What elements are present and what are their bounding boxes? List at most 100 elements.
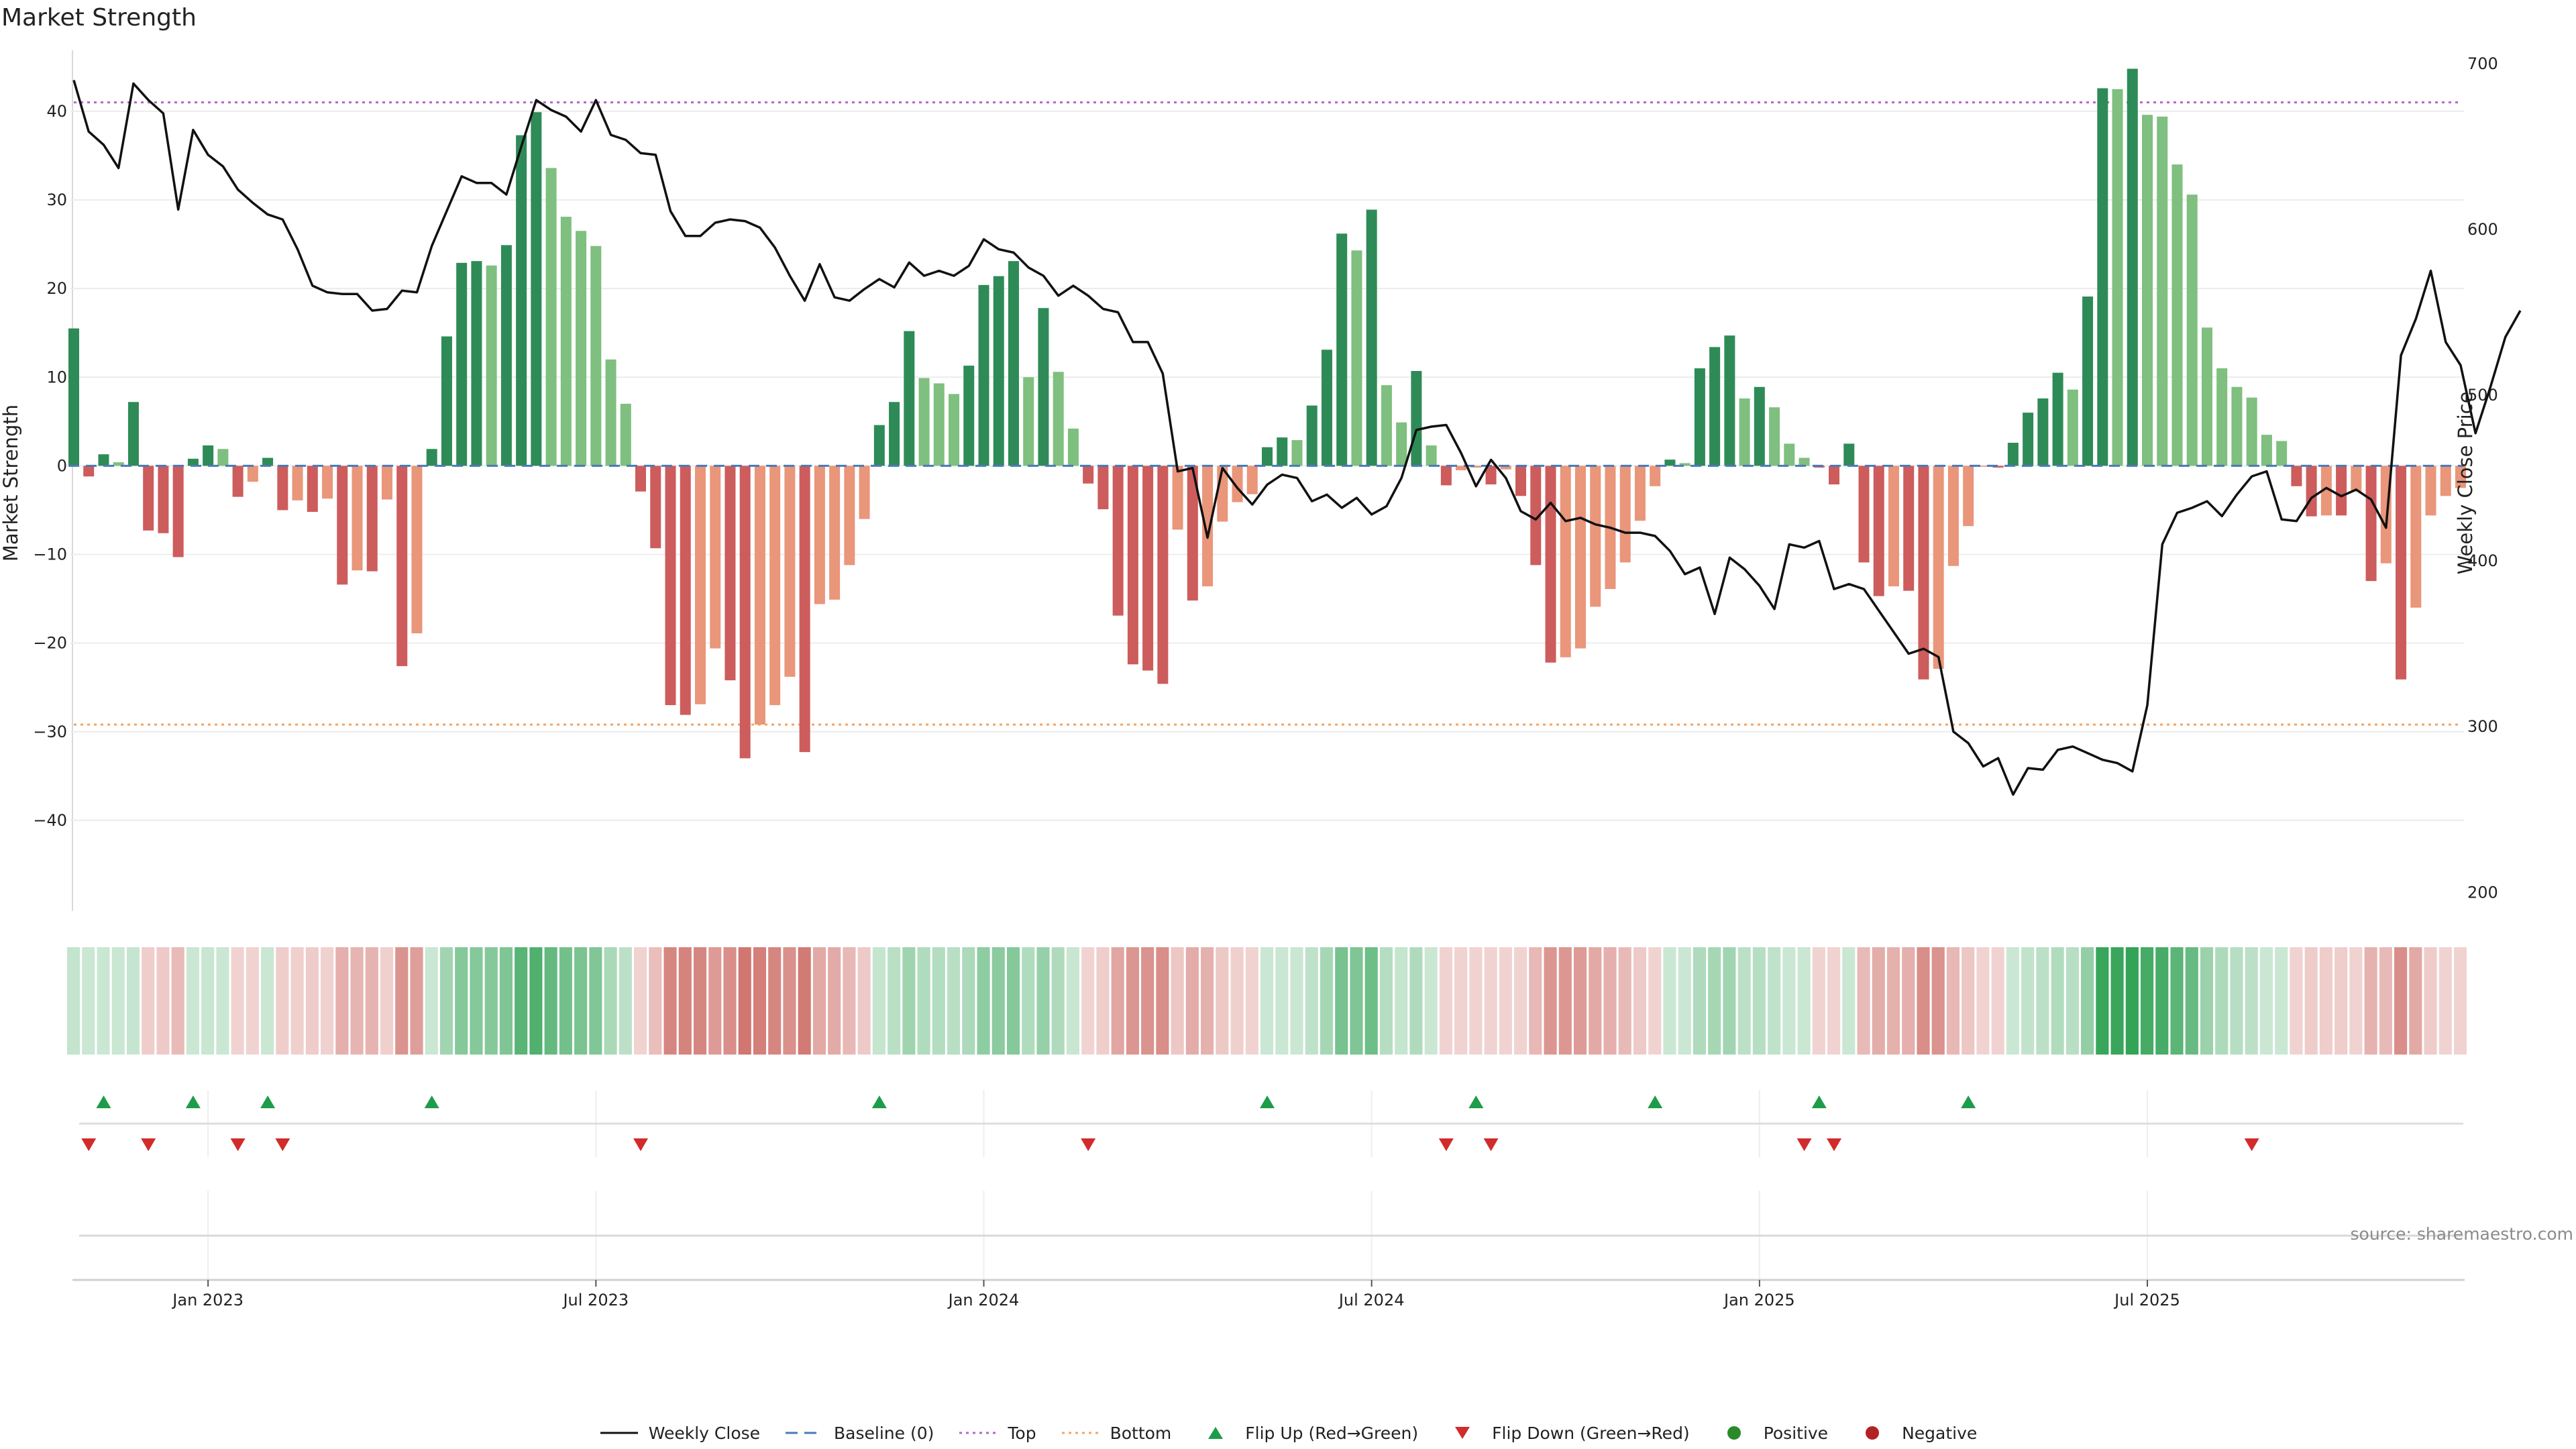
x-tick-label: Jan 2023 (171, 1291, 244, 1309)
heat-cell (1320, 947, 1334, 1055)
heat-cell (470, 947, 483, 1055)
heat-cell (1752, 947, 1766, 1055)
heat-cell (1185, 947, 1199, 1055)
strength-bar (590, 246, 602, 466)
strength-bar (471, 261, 482, 466)
heat-cell (2141, 947, 2154, 1055)
heat-cell (410, 947, 423, 1055)
heat-cell (574, 947, 588, 1055)
strength-bar (1202, 466, 1214, 587)
left-axis-label: Market Strength (0, 405, 22, 561)
heat-cell (1350, 947, 1363, 1055)
heat-cell (1872, 947, 1885, 1055)
heat-cell (2364, 947, 2377, 1055)
strength-bar (545, 168, 557, 466)
flip-up-marker (1648, 1095, 1663, 1108)
strength-bar (859, 466, 870, 519)
strength-bar (2052, 372, 2063, 466)
strength-bar (2396, 466, 2407, 680)
strength-bar (769, 466, 781, 706)
strength-bar (949, 394, 960, 466)
heat-cell (1558, 947, 1572, 1055)
strength-bar (1067, 428, 1079, 466)
heat-cell (1499, 947, 1512, 1055)
y-left-tick-label: 40 (46, 102, 67, 121)
strength-bar (203, 445, 214, 466)
strength-bar (1933, 466, 1944, 669)
heat-cell (455, 947, 468, 1055)
heat-cell (917, 947, 930, 1055)
strength-bar (1843, 443, 1855, 466)
heat-cell (529, 947, 543, 1055)
heat-cell (111, 947, 125, 1055)
heat-cell (768, 947, 782, 1055)
strength-bar (1277, 437, 1288, 466)
strength-bar (2231, 386, 2243, 466)
heat-cell (2453, 947, 2467, 1055)
chart-legend: Weekly Close Baseline (0) Top Bottom Flip Up… (0, 1419, 2576, 1446)
heat-cell (619, 947, 632, 1055)
strength-bar (127, 402, 139, 466)
heat-cell (1544, 947, 1557, 1055)
strength-bar (187, 458, 199, 466)
legend-marker-icon (1714, 1425, 1754, 1441)
flip-down-marker (81, 1138, 97, 1151)
strength-bar (739, 466, 751, 759)
heat-cell (812, 947, 826, 1055)
heat-cell (2259, 947, 2273, 1055)
strength-bar (486, 265, 497, 466)
strength-bar (352, 466, 363, 571)
strength-bar (1590, 466, 1601, 607)
strength-bar (1411, 371, 1422, 466)
heat-cell (2275, 947, 2288, 1055)
strength-bar (1858, 466, 1870, 563)
strength-bar (2201, 327, 2212, 466)
flip-up-marker (1260, 1095, 1275, 1108)
heat-cell (843, 947, 856, 1055)
heat-cell (2245, 947, 2258, 1055)
legend-label: Baseline (0) (834, 1423, 934, 1443)
main-panel: 40 30 20 10 0 −10 −20 −30 −40 700 600 500 400 300 200 (33, 50, 2522, 911)
strength-bar (232, 466, 244, 497)
heat-cell (902, 947, 916, 1055)
strength-bar (1829, 466, 1840, 485)
heat-cell (1379, 947, 1393, 1055)
strength-bar (1873, 466, 1884, 596)
strength-bar (83, 466, 95, 477)
strength-bar (2365, 466, 2377, 582)
strength-bar (1574, 466, 1586, 649)
strength-bar (1023, 377, 1034, 466)
heat-cell (2304, 947, 2318, 1055)
legend-label: Top (1008, 1423, 1036, 1443)
heat-cell (1305, 947, 1318, 1055)
strength-bar (456, 262, 468, 466)
flip-down-marker (141, 1138, 156, 1151)
heat-cell (1589, 947, 1602, 1055)
heat-cell (2200, 947, 2214, 1055)
strength-bar (784, 466, 796, 677)
strength-bar (1545, 466, 1556, 663)
strength-bar (754, 466, 765, 725)
heat-cell (2215, 947, 2229, 1055)
heat-cell (693, 947, 707, 1055)
heat-cell (2096, 947, 2109, 1055)
heat-cell (2379, 947, 2392, 1055)
heat-cell (1216, 947, 1229, 1055)
heat-cell (2349, 947, 2363, 1055)
heat-cell (350, 947, 364, 1055)
strength-bar (2112, 89, 2123, 466)
heat-cell (335, 947, 349, 1055)
x-tick-label: Jul 2023 (561, 1291, 629, 1309)
chart-title: Market Strength (1, 4, 197, 32)
x-tick-label: Jan 2025 (1723, 1291, 1795, 1309)
strength-bar (1903, 466, 1915, 591)
heat-cell (1245, 947, 1258, 1055)
heat-cell (947, 947, 961, 1055)
strength-bar (620, 403, 631, 466)
heat-cell (1230, 947, 1244, 1055)
bottom-panel: Jan 2023 Jul 2023 Jan 2024 Jul 2024 Jan 2025… (72, 1191, 2465, 1309)
heat-cell (1514, 947, 1527, 1055)
heat-cell (1782, 947, 1796, 1055)
legend-label: Flip Down (Green→Red) (1492, 1423, 1690, 1443)
heat-cell (1126, 947, 1139, 1055)
